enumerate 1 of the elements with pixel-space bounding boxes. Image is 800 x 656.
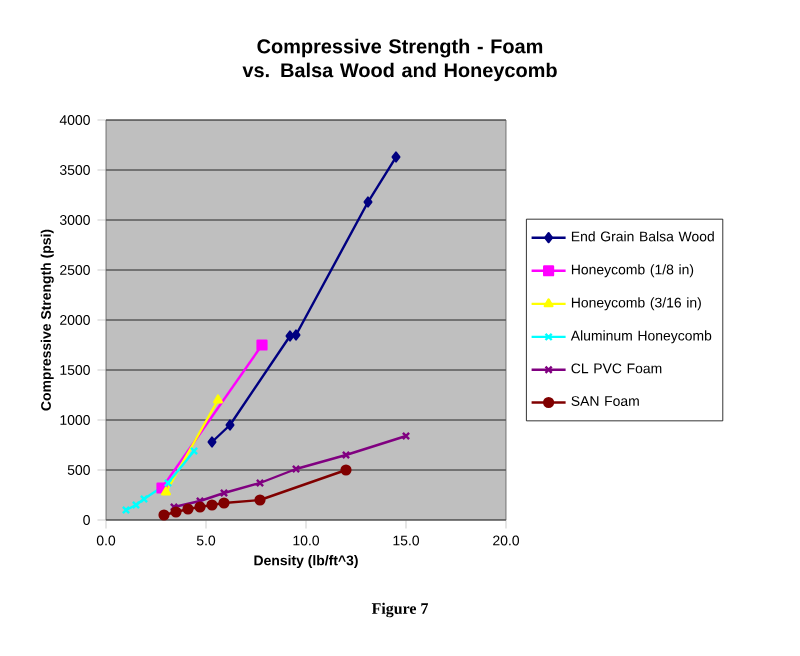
chart-title: Compressive Strength - Foam vs. Balsa Wood and Honeycomb <box>242 38 557 82</box>
